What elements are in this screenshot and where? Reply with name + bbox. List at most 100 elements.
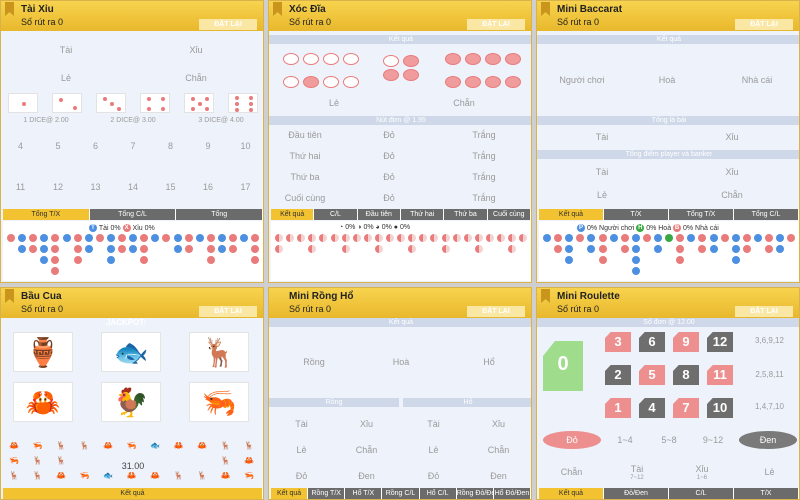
bet-le[interactable]: Lẻ bbox=[328, 98, 339, 108]
bet-tai[interactable]: Tài bbox=[59, 45, 73, 55]
tab-thu-ba[interactable]: Thứ ba bbox=[444, 209, 488, 220]
roulette-number-7[interactable]: 7 bbox=[673, 398, 699, 418]
roulette-number-4[interactable]: 4 bbox=[639, 398, 665, 418]
bet-trang-4[interactable]: Trắng bbox=[472, 193, 496, 203]
bet-rong[interactable]: Rồng bbox=[303, 357, 325, 367]
tile-gourd[interactable]: 🏺 bbox=[13, 332, 73, 372]
bet-do-4[interactable]: Đỏ bbox=[383, 193, 395, 203]
tab-tong[interactable]: Tổng bbox=[176, 209, 263, 220]
sum-bet-14[interactable]: 14 bbox=[127, 182, 138, 192]
baccarat-reset-button[interactable]: ĐẶT LẠI bbox=[735, 19, 793, 30]
sum-bet-5[interactable]: 5 bbox=[55, 141, 61, 151]
tab-ket-qua[interactable]: Kết quả bbox=[539, 488, 604, 499]
roulette-number-9[interactable]: 9 bbox=[673, 332, 699, 352]
bet-trang-3[interactable]: Trắng bbox=[472, 172, 496, 182]
sum-bet-10[interactable]: 10 bbox=[240, 141, 251, 151]
roulette-number-1[interactable]: 1 bbox=[605, 398, 631, 418]
roulette-number-6[interactable]: 6 bbox=[639, 332, 665, 352]
bet-tai-2[interactable]: Tài bbox=[595, 167, 609, 177]
bet-do-2[interactable]: Đỏ bbox=[383, 151, 395, 161]
xocdia-reset-button[interactable]: ĐẶT LẠI bbox=[467, 19, 525, 30]
bet-le[interactable]: Lẻ bbox=[764, 467, 775, 477]
sum-bet-8[interactable]: 8 bbox=[167, 141, 173, 151]
bet-chan[interactable]: Chẵn bbox=[185, 73, 207, 83]
tab-tx[interactable]: T/X bbox=[734, 488, 799, 499]
tab-do-den[interactable]: Đỏ/Đen bbox=[604, 488, 669, 499]
bet-chan[interactable]: Chẵn bbox=[560, 467, 583, 477]
rong-bet-xiu[interactable]: Xỉu bbox=[359, 419, 373, 429]
bet-do-1[interactable]: Đỏ bbox=[383, 130, 395, 140]
tab-ket-qua[interactable]: Kết quả bbox=[271, 488, 309, 499]
bet-banker[interactable]: Nhà cái bbox=[741, 75, 773, 85]
sum-bet-13[interactable]: 13 bbox=[90, 182, 101, 192]
tab-ket-qua[interactable]: Kết quả bbox=[271, 209, 315, 220]
ho-bet-le[interactable]: Lẻ bbox=[428, 445, 439, 455]
bet-xiu[interactable]: Xỉu bbox=[725, 132, 739, 142]
sum-bet-15[interactable]: 15 bbox=[165, 182, 176, 192]
sum-bet-12[interactable]: 12 bbox=[52, 182, 63, 192]
sum-bet-6[interactable]: 6 bbox=[92, 141, 98, 151]
tab-ho-do-den[interactable]: Hổ Đỏ/Đen bbox=[493, 488, 531, 499]
col-bet-3[interactable]: 1,4,7,10 bbox=[755, 402, 784, 411]
bet-hoa[interactable]: Hoà bbox=[658, 75, 676, 85]
tab-cl[interactable]: C/L bbox=[669, 488, 734, 499]
bet-den[interactable] bbox=[739, 431, 797, 449]
ho-bet-xiu[interactable]: Xỉu bbox=[491, 419, 505, 429]
tile-crab[interactable]: 🦀 bbox=[13, 382, 73, 422]
tab-cl[interactable]: C/L bbox=[314, 209, 358, 220]
bet-xiu-2[interactable]: Xỉu bbox=[725, 167, 739, 177]
rong-bet-le[interactable]: Lẻ bbox=[296, 445, 307, 455]
ho-bet-chan[interactable]: Chẵn bbox=[487, 445, 510, 455]
zero-tile[interactable] bbox=[543, 341, 583, 391]
tab-tx[interactable]: T/X bbox=[604, 209, 669, 220]
rong-bet-tai[interactable]: Tài bbox=[295, 419, 308, 429]
dice-face-5[interactable] bbox=[184, 93, 214, 113]
ho-bet-do[interactable]: Đỏ bbox=[427, 471, 440, 481]
sum-bet-7[interactable]: 7 bbox=[130, 141, 136, 151]
tile-rooster[interactable]: 🐓 bbox=[101, 382, 161, 422]
rong-bet-do[interactable]: Đỏ bbox=[295, 471, 308, 481]
col-bet-2[interactable]: 2,5,8,11 bbox=[755, 370, 784, 379]
bet-do[interactable] bbox=[543, 431, 601, 449]
rongho-reset-button[interactable]: ĐẶT LẠI bbox=[467, 306, 525, 317]
bet-chan[interactable]: Chẵn bbox=[453, 98, 475, 108]
bet-tai[interactable]: Tài bbox=[630, 464, 644, 474]
bet-9-12[interactable]: 9~12 bbox=[702, 435, 724, 445]
tab-tong-tx[interactable]: Tổng T/X bbox=[669, 209, 734, 220]
tab-rong-cl[interactable]: Rồng C/L bbox=[382, 488, 420, 499]
bet-le[interactable]: Lẻ bbox=[60, 73, 71, 83]
tab-ket-qua[interactable]: Kết quả bbox=[3, 488, 263, 499]
roulette-number-8[interactable]: 8 bbox=[673, 365, 699, 385]
tile-deer[interactable]: 🦌 bbox=[189, 332, 249, 372]
bet-trang-2[interactable]: Trắng bbox=[472, 151, 496, 161]
tab-tong-cl[interactable]: Tổng C/L bbox=[89, 209, 177, 220]
dice-face-2[interactable] bbox=[52, 93, 82, 113]
tab-tong-tx[interactable]: Tổng T/X bbox=[3, 209, 90, 220]
tab-ho-cl[interactable]: Hổ C/L bbox=[419, 488, 457, 499]
tab-cuoi-cung[interactable]: Cuối cùng bbox=[487, 209, 531, 220]
bet-trang-1[interactable]: Trắng bbox=[472, 130, 496, 140]
bet-player[interactable]: Người chơi bbox=[559, 75, 605, 85]
roulette-reset-button[interactable]: ĐẶT LẠI bbox=[735, 306, 793, 317]
dice-face-1[interactable] bbox=[8, 93, 38, 113]
tile-fish[interactable]: 🐟 bbox=[101, 332, 161, 372]
tab-ho-tx[interactable]: Hổ T/X bbox=[345, 488, 383, 499]
tab-rong-tx[interactable]: Rồng T/X bbox=[308, 488, 346, 499]
tile-shrimp[interactable]: 🦐 bbox=[189, 382, 249, 422]
roulette-number-12[interactable]: 12 bbox=[707, 332, 733, 352]
sum-bet-16[interactable]: 16 bbox=[202, 182, 213, 192]
bet-1-4[interactable]: 1~4 bbox=[617, 435, 633, 445]
roulette-number-5[interactable]: 5 bbox=[639, 365, 665, 385]
tab-tong-cl[interactable]: Tổng C/L bbox=[734, 209, 799, 220]
col-bet-1[interactable]: 3,6,9,12 bbox=[755, 336, 784, 345]
rong-bet-chan[interactable]: Chẵn bbox=[355, 445, 378, 455]
bet-hoa[interactable]: Hoà bbox=[392, 357, 410, 367]
bet-chan[interactable]: Chẵn bbox=[721, 190, 743, 200]
taixiu-reset-button[interactable]: ĐẶT LẠI bbox=[199, 19, 257, 30]
dice-face-4[interactable] bbox=[140, 93, 170, 113]
sum-bet-11[interactable]: 11 bbox=[15, 182, 26, 192]
bet-do-3[interactable]: Đỏ bbox=[383, 172, 395, 182]
ho-bet-den[interactable]: Đen bbox=[490, 471, 507, 481]
tab-rong-do-den[interactable]: Rồng Đỏ/Đen bbox=[456, 488, 494, 499]
tab-dau-tien[interactable]: Đầu tiên bbox=[357, 209, 401, 220]
